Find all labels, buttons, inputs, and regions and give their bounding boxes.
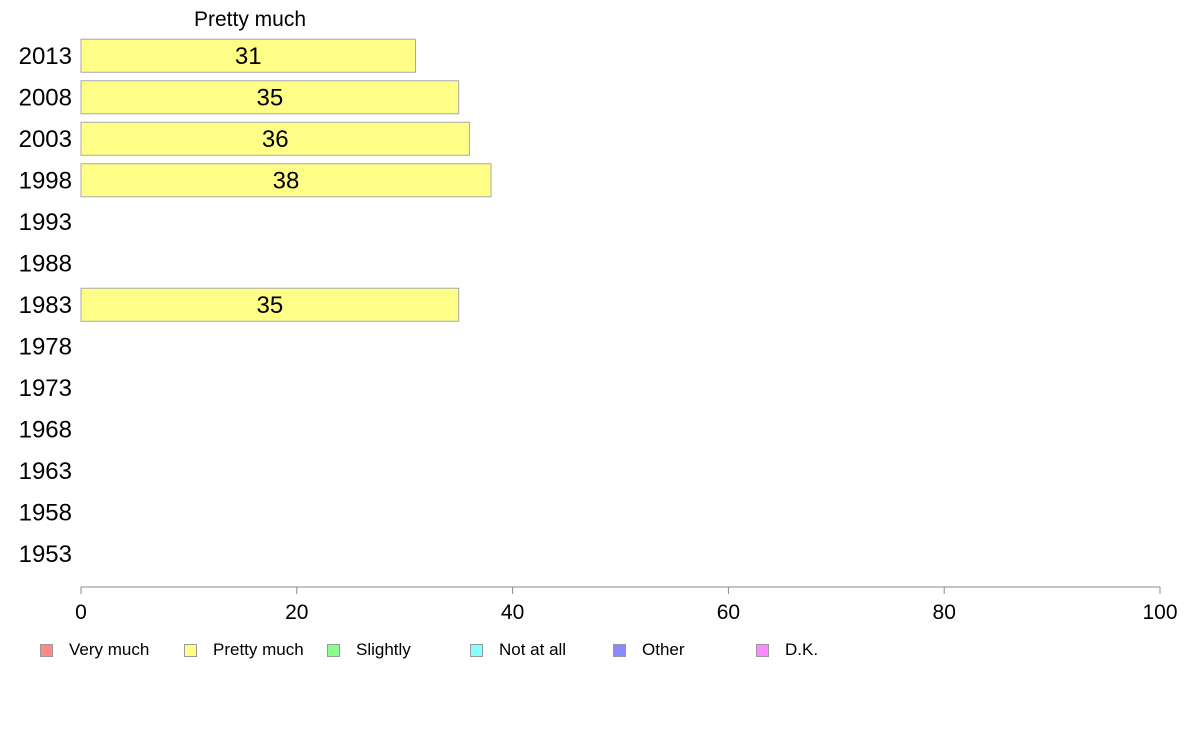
year-label: 1978 xyxy=(19,333,72,360)
year-label: 1973 xyxy=(19,375,72,402)
bar-value-label: 36 xyxy=(262,126,289,153)
x-tick-label: 80 xyxy=(933,601,956,624)
legend-label: Other xyxy=(642,640,685,659)
x-tick-label: 60 xyxy=(717,601,740,624)
bar-value-label: 31 xyxy=(235,43,262,70)
year-label: 1953 xyxy=(19,541,72,568)
year-label: 1983 xyxy=(19,292,72,319)
legend-swatch xyxy=(470,643,483,657)
legend: Very much Pretty much Slightly Not at all Ot… xyxy=(0,638,1188,662)
legend-label: D.K. xyxy=(785,640,819,659)
year-label: 1988 xyxy=(19,250,72,277)
year-label: 1998 xyxy=(19,167,72,194)
bar xyxy=(80,121,470,156)
legend-swatch xyxy=(327,643,340,657)
legend-item: Not at all xyxy=(470,638,566,662)
legend-label: Pretty much xyxy=(213,640,304,659)
legend-swatch xyxy=(40,643,53,657)
year-label: 1958 xyxy=(19,499,72,526)
year-label: 1993 xyxy=(19,209,72,236)
bar-value-label: 38 xyxy=(273,167,300,194)
legend-item: Pretty much xyxy=(184,638,304,662)
legend-item: Other xyxy=(613,638,685,662)
bars: 31 35 36 38 35 xyxy=(80,38,492,322)
bar-value-label: 35 xyxy=(256,292,283,319)
x-axis: 0 20 40 60 80 100 xyxy=(75,586,1178,624)
bar xyxy=(80,287,460,322)
bar-value-label: 35 xyxy=(256,84,283,111)
year-label: 2003 xyxy=(19,126,72,153)
legend-item: D.K. xyxy=(756,638,818,662)
bar xyxy=(80,80,460,115)
legend-label: Slightly xyxy=(356,640,411,659)
bar xyxy=(80,163,492,198)
legend-swatch xyxy=(756,643,769,657)
legend-item: Slightly xyxy=(327,638,411,662)
x-tick-label: 40 xyxy=(501,601,524,624)
legend-item: Very much xyxy=(40,638,149,662)
bar xyxy=(80,38,416,73)
legend-swatch xyxy=(613,643,626,657)
legend-swatch xyxy=(184,643,197,657)
x-tick-label: 0 xyxy=(75,601,87,624)
legend-label: Very much xyxy=(69,640,150,659)
year-label: 2008 xyxy=(19,84,72,111)
legend-label: Not at all xyxy=(499,640,567,659)
x-tick-label: 100 xyxy=(1142,601,1177,624)
x-tick-label: 20 xyxy=(285,601,308,624)
chart-title: Pretty much xyxy=(194,8,306,31)
year-label: 1968 xyxy=(19,416,72,443)
year-labels: 2013 2008 2003 1998 1993 1988 1983 1978 1973 1968… xyxy=(19,43,72,568)
year-label: 1963 xyxy=(19,458,72,485)
year-label: 2013 xyxy=(19,43,72,70)
